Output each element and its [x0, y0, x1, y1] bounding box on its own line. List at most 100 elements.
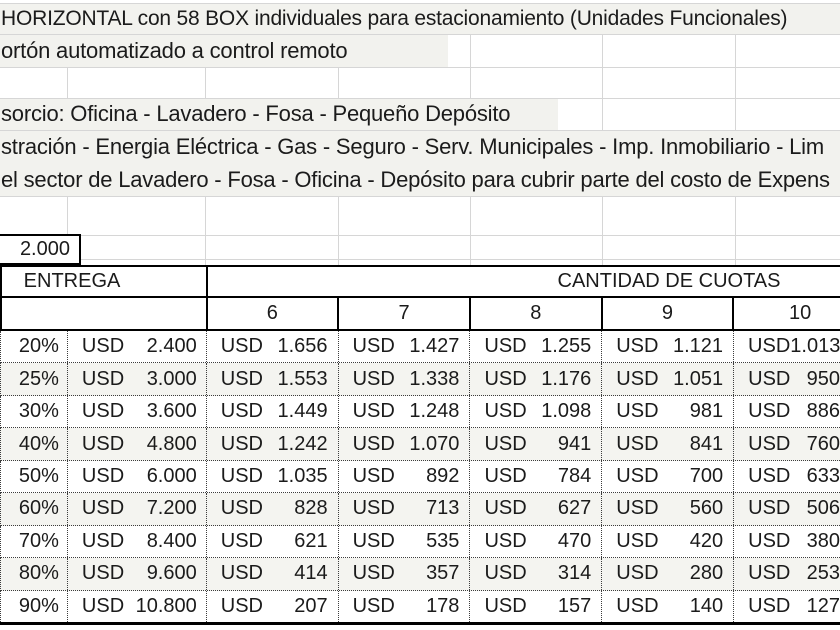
- cuota-amount-cell[interactable]: USD 713: [339, 493, 471, 525]
- entrega-percent-cell[interactable]: 60%: [1, 493, 68, 525]
- entrega-amount-cell[interactable]: USD 8.400: [68, 525, 207, 558]
- amount-value: 760: [806, 432, 840, 455]
- note-line-porton[interactable]: ortón automatizado a control remoto: [1, 37, 348, 63]
- cuota-amount-cell[interactable]: USD 207: [207, 590, 339, 622]
- entrega-amount-cell[interactable]: USD 2.400: [68, 331, 207, 363]
- cuota-amount-cell[interactable]: USD 314: [470, 558, 603, 590]
- amount-value: 700: [689, 464, 724, 487]
- note-line-alquiler[interactable]: el sector de Lavadero - Fosa - Oficina -…: [1, 166, 830, 192]
- amount-value: 1.013: [790, 335, 840, 358]
- cuota-amount-cell[interactable]: USD 127: [734, 591, 840, 622]
- cuota-amount-cell[interactable]: USD 420: [602, 525, 735, 558]
- cuota-amount-cell[interactable]: USD 1.248: [339, 395, 471, 428]
- header-cuotas-cell[interactable]: CANTIDAD DE CUOTAS: [208, 267, 840, 296]
- cuota-amount-cell[interactable]: USD 950: [734, 363, 840, 394]
- note-cell-band: [0, 4, 840, 34]
- cuota-amount-cell[interactable]: USD 828: [207, 493, 339, 525]
- cuota-amount-cell[interactable]: USD 1.070: [339, 428, 471, 460]
- cuota-amount-cell[interactable]: USD 280: [602, 558, 735, 590]
- cuota-amount-cell[interactable]: USD 841: [602, 428, 735, 460]
- cuota-amount-cell[interactable]: USD 1.427: [339, 331, 471, 363]
- amount-value: 1.098: [541, 400, 592, 423]
- currency-label: USD: [748, 594, 791, 617]
- cuota-amount-cell[interactable]: USD 140: [602, 590, 735, 622]
- cuota-amount-cell[interactable]: USD 621: [207, 525, 339, 558]
- header-cuota-count-8[interactable]: 8: [471, 298, 603, 329]
- cuota-amount-cell[interactable]: USD 1.449: [207, 395, 339, 428]
- cuota-amount-cell[interactable]: USD 1.242: [207, 428, 339, 460]
- entrega-amount-cell[interactable]: USD 3.600: [68, 395, 207, 428]
- entrega-percent-cell[interactable]: 80%: [1, 558, 68, 590]
- currency-label: USD: [220, 432, 263, 455]
- cuota-amount-cell[interactable]: USD 700: [602, 460, 735, 493]
- cuota-amount-cell[interactable]: USD 886: [734, 396, 840, 427]
- cuota-amount-cell[interactable]: USD 380: [734, 526, 840, 557]
- note-line-consorcio[interactable]: sorcio: Oficina - Lavadero - Fosa - Pequ…: [1, 101, 511, 126]
- cuota-amount-cell[interactable]: USD 1.035: [207, 460, 339, 493]
- currency-label: USD: [484, 335, 527, 358]
- cuota-amount-cell[interactable]: USD 633: [734, 461, 840, 492]
- price-box[interactable]: 2.000: [0, 234, 81, 265]
- cuota-amount-cell[interactable]: USD 941: [470, 428, 603, 460]
- entrega-percent-cell[interactable]: 20%: [1, 331, 68, 363]
- entrega-percent-cell[interactable]: 70%: [1, 525, 68, 558]
- note-cell-band: [0, 99, 558, 130]
- cuota-amount-cell[interactable]: USD 1.098: [470, 395, 603, 428]
- amount-value: 1.070: [409, 432, 460, 455]
- cuota-amount-cell[interactable]: USD 1.553: [207, 363, 339, 395]
- header-entrega-cell[interactable]: ENTREGA: [2, 267, 208, 296]
- cuota-amount-cell[interactable]: USD 760: [734, 428, 840, 459]
- cuota-amount-cell[interactable]: USD 1.176: [470, 363, 603, 395]
- cuota-amount-cell[interactable]: USD 1.013: [734, 331, 840, 362]
- header-cuota-count-6[interactable]: 6: [208, 298, 340, 329]
- cuota-amount-cell[interactable]: USD 1.255: [470, 331, 603, 363]
- entrega-amount-cell[interactable]: USD 3.000: [68, 363, 207, 395]
- cuota-amount-cell[interactable]: USD 535: [339, 525, 471, 558]
- cuota-amount-cell[interactable]: USD 1.656: [207, 331, 339, 363]
- currency-label: USD: [81, 529, 125, 552]
- table-row: 25% USD 3.000 USD 1.553 USD 1.338 USD 1.176 USD 1.…: [0, 363, 840, 396]
- note-line-title[interactable]: HORIZONTAL con 58 BOX individuales para …: [1, 6, 788, 30]
- entrega-amount-cell[interactable]: USD 9.600: [68, 558, 207, 590]
- entrega-amount-cell[interactable]: USD 10.800: [68, 590, 207, 622]
- cuota-amount-cell[interactable]: USD 560: [602, 493, 735, 525]
- cuota-amount-cell[interactable]: USD 157: [470, 590, 603, 622]
- note-line-gastos[interactable]: stración - Energia Eléctrica - Gas - Seg…: [1, 133, 824, 159]
- cuota-amount-cell[interactable]: USD 414: [207, 558, 339, 590]
- amount-value: 280: [689, 562, 724, 585]
- entrega-percent-cell[interactable]: 40%: [1, 428, 68, 460]
- cuota-amount-cell[interactable]: USD 981: [602, 395, 735, 428]
- entrega-percent-cell[interactable]: 30%: [1, 395, 68, 428]
- header-cuota-count-10[interactable]: 10: [789, 302, 812, 324]
- cuota-amount-cell[interactable]: USD 784: [470, 460, 603, 493]
- cuota-amount-cell[interactable]: USD 1.051: [602, 363, 735, 395]
- entrega-percent-cell[interactable]: 50%: [1, 460, 68, 493]
- cuota-amount-cell[interactable]: USD 357: [339, 558, 471, 590]
- header-spacer-cell[interactable]: [2, 298, 208, 329]
- table-row: 90% USD 10.800 USD 207 USD 178 USD 157 USD 140 USD 1…: [0, 590, 840, 622]
- entrega-percent-cell[interactable]: 25%: [1, 363, 68, 395]
- currency-label: USD: [484, 497, 527, 520]
- cuota-amount-cell[interactable]: USD 1.121: [602, 331, 735, 363]
- cuota-amount-cell[interactable]: USD 178: [339, 590, 471, 622]
- currency-label: USD: [484, 432, 527, 455]
- amount-value: 357: [426, 562, 460, 585]
- currency-label: USD: [220, 497, 263, 520]
- cuota-amount-cell[interactable]: USD 470: [470, 525, 603, 558]
- header-cuota-count-7[interactable]: 7: [339, 298, 471, 329]
- cuota-amount-cell[interactable]: USD 1.338: [339, 363, 471, 395]
- table-row: 30% USD 3.600 USD 1.449 USD 1.248 USD 1.098 USD 98…: [0, 395, 840, 429]
- header-cuota-count-9[interactable]: 9: [603, 298, 735, 329]
- cuota-amount-cell[interactable]: USD 253: [734, 558, 840, 589]
- currency-label: USD: [81, 400, 125, 423]
- entrega-amount-cell[interactable]: USD 7.200: [68, 493, 207, 525]
- currency-label: USD: [81, 594, 125, 617]
- amount-value: 6.000: [146, 464, 197, 487]
- entrega-percent-cell[interactable]: 90%: [1, 590, 68, 622]
- entrega-amount-cell[interactable]: USD 4.800: [68, 428, 207, 460]
- cuota-amount-cell[interactable]: USD 506: [734, 493, 840, 524]
- entrega-amount-cell[interactable]: USD 6.000: [68, 460, 207, 493]
- cuota-amount-cell[interactable]: USD 627: [470, 493, 603, 525]
- currency-label: USD: [616, 529, 659, 552]
- cuota-amount-cell[interactable]: USD 892: [339, 460, 471, 493]
